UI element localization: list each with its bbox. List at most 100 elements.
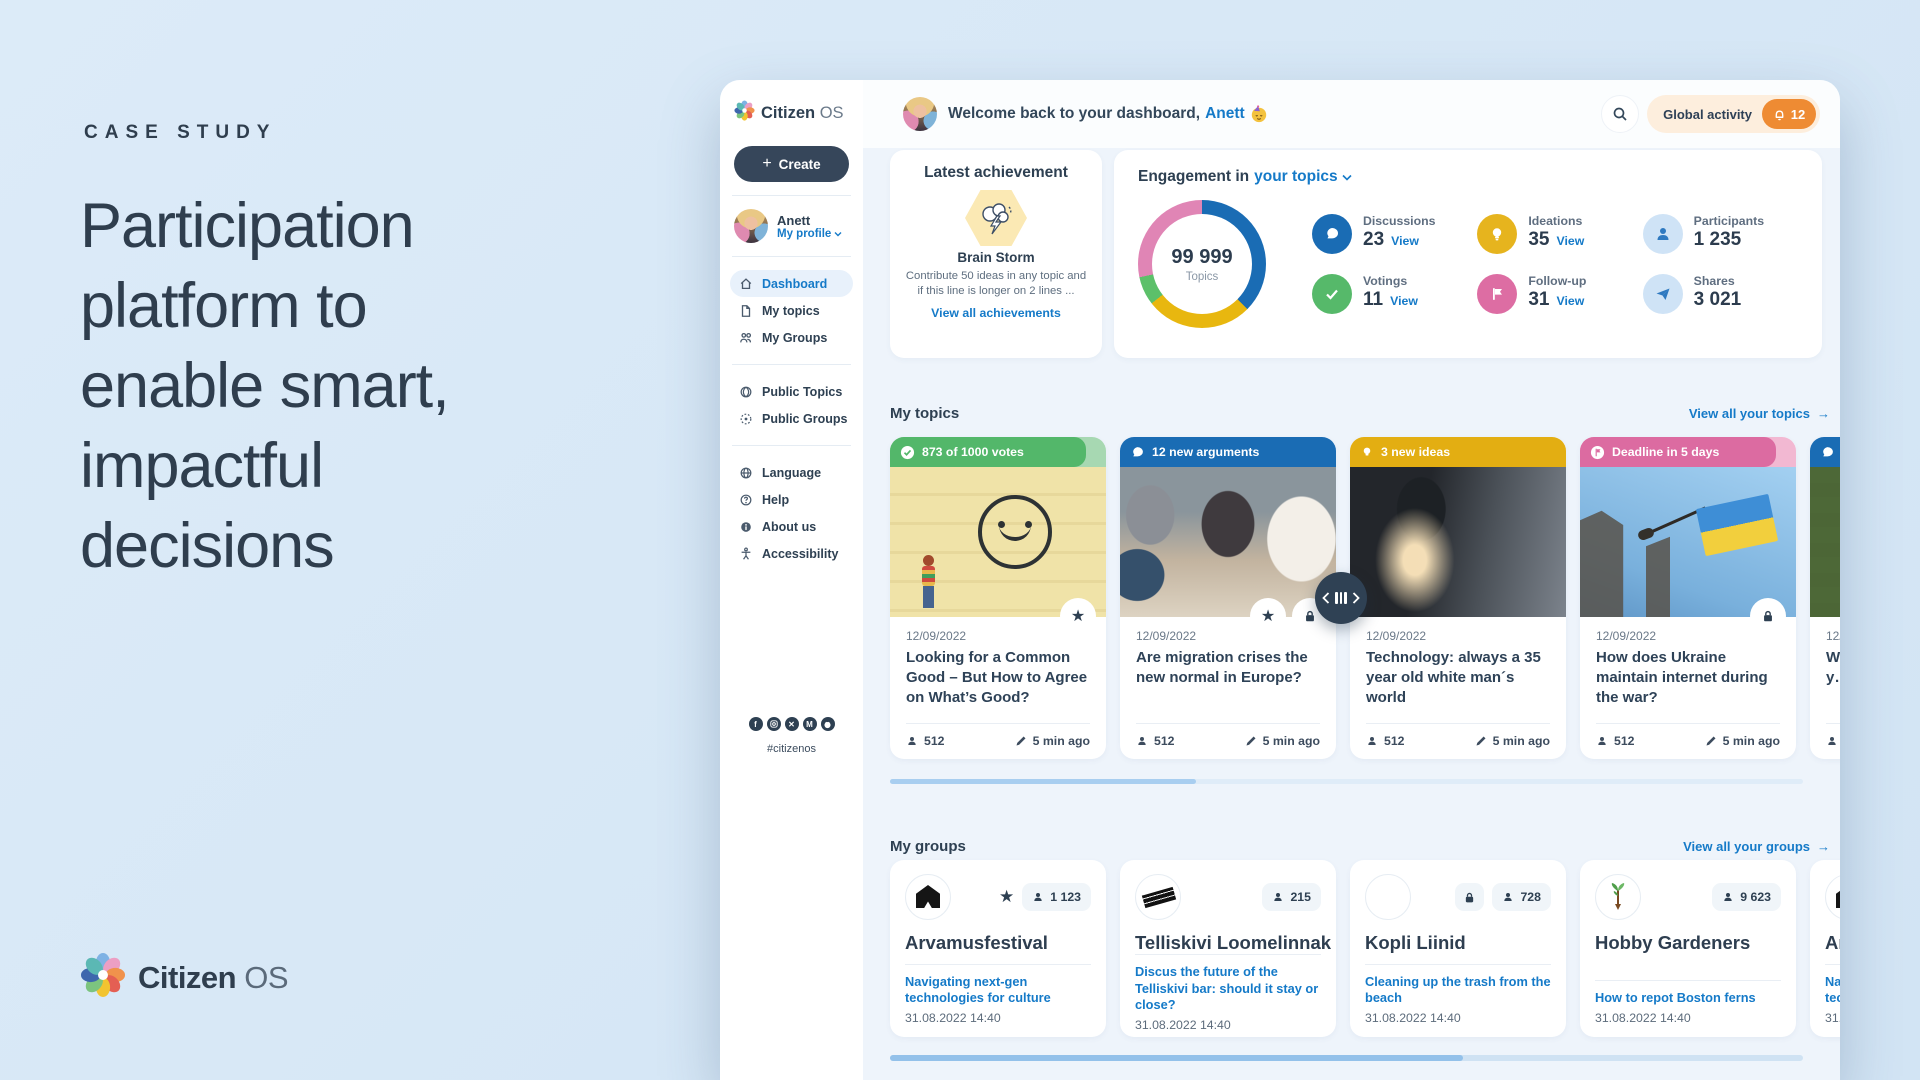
topics-scrollbar-thumb[interactable]	[890, 779, 1196, 784]
topic-status-badge: Deadline in 5 days	[1612, 445, 1720, 459]
sidebar-item-accessibility[interactable]: Accessibility	[730, 540, 853, 567]
view-all-achievements-link[interactable]: View all achievements	[931, 305, 1061, 320]
sidebar-item-language[interactable]: Language	[730, 459, 853, 486]
language-icon	[740, 467, 752, 478]
citizenos-flower-icon	[80, 952, 126, 1003]
group-topic-link[interactable]: Discus the future of the Telliskivi bar:…	[1135, 964, 1319, 1013]
divider	[732, 364, 851, 365]
medium-icon[interactable]: M	[802, 717, 817, 731]
brand-name: Citizen	[138, 959, 237, 995]
topic-edited: 5 min ago	[1262, 734, 1320, 748]
topic-status-badge: 873 of 1000 votes	[922, 445, 1024, 459]
chevron-left-icon[interactable]	[1322, 592, 1330, 604]
favorite-star-badge[interactable]: ★	[1250, 598, 1286, 634]
topic-status-badge: 3 new ideas	[1381, 445, 1451, 459]
group-topic-link[interactable]: Navigating next-gen technologies for cul…	[1825, 973, 1840, 1006]
sidebar-item-about-us[interactable]: About us	[730, 513, 853, 540]
sidebar-item-my-topics[interactable]: My topics	[730, 297, 853, 324]
topic-card[interactable]: 3 new ideas 12/09/2022 Technology: alway…	[1350, 437, 1566, 759]
pencil-icon	[1706, 736, 1716, 746]
global-activity-button[interactable]: Global activity 12	[1647, 95, 1820, 133]
chat-icon	[1823, 446, 1833, 456]
group-card[interactable]: 9 623 Hobby Gardeners How to repot Bosto…	[1580, 860, 1796, 1037]
bell-icon	[1775, 110, 1784, 121]
topic-image	[1580, 467, 1796, 617]
topics-total: 99 999	[1171, 245, 1233, 268]
stat-votings: Votings 11 View	[1312, 274, 1467, 314]
sidebar-logo[interactable]: Citizen OS	[734, 100, 849, 126]
bulb-icon	[1477, 214, 1518, 254]
sidebar-item-public-groups[interactable]: Public Groups	[730, 405, 853, 432]
topic-card[interactable]: 12 new arguments ★ 12/09/2022 Are migrat…	[1120, 437, 1336, 759]
members-count-badge: 215	[1262, 883, 1321, 911]
carousel-bars-icon	[1335, 592, 1347, 604]
brand-suffix: OS	[244, 959, 289, 995]
my-groups-heading: My groups	[890, 838, 966, 855]
search-button[interactable]	[1601, 95, 1640, 133]
sidebar-item-my-groups[interactable]: My Groups	[730, 324, 853, 351]
topics-carousel: 873 of 1000 votes ★ 12/09/2022 Looking f…	[890, 437, 1840, 759]
topic-members: 512	[924, 734, 945, 748]
dashboard-screenshot: Citizen OS + Create Anett My profile	[720, 80, 1840, 1080]
avatar	[734, 209, 768, 243]
my-profile-link[interactable]: My profile	[777, 228, 842, 240]
topbar: Welcome back to your dashboard, Anett Gl…	[863, 80, 1840, 148]
group-topic-link[interactable]: Cleaning up the trash from the beach	[1365, 973, 1551, 1006]
groups-scrollbar-thumb[interactable]	[890, 1055, 1463, 1061]
headline-line: enable smart,	[80, 351, 450, 421]
group-card[interactable]: ★ 1 123 Arvamusfestival Navigating next-…	[890, 860, 1106, 1037]
topic-title: W… y…	[1826, 649, 1840, 686]
x-icon[interactable]: ✕	[784, 717, 799, 731]
pencil-icon	[1016, 736, 1026, 746]
view-link[interactable]: View	[1556, 294, 1585, 308]
topic-image	[1810, 467, 1840, 617]
sidebar-item-dashboard[interactable]: Dashboard	[730, 270, 853, 297]
favorite-star-icon[interactable]: ★	[998, 887, 1015, 906]
chevron-right-icon[interactable]	[1352, 592, 1360, 604]
group-name: Arvamusfestival	[1825, 932, 1840, 953]
carousel-nav-button[interactable]	[1315, 572, 1367, 624]
group-card[interactable]: 215 Telliskivi Loomelinnak Discus the fu…	[1120, 860, 1336, 1037]
search-icon	[1613, 107, 1627, 121]
topic-title: How does Ukraine maintain internet durin…	[1596, 649, 1768, 706]
welcome-user-link[interactable]: Anett	[1205, 105, 1245, 122]
divider	[1595, 980, 1781, 982]
view-link[interactable]: View	[1556, 234, 1585, 248]
groups-carousel: ★ 1 123 Arvamusfestival Navigating next-…	[890, 860, 1840, 1037]
view-link[interactable]: View	[1390, 294, 1418, 308]
sidebar-item-public-topics[interactable]: Public Topics	[730, 378, 853, 405]
create-button[interactable]: + Create	[734, 146, 849, 182]
headline-line: impactful	[80, 431, 324, 501]
group-topic-link[interactable]: How to repot Boston ferns	[1595, 990, 1756, 1006]
group-card[interactable]: 728 Kopli Liinid Cleaning up the trash f…	[1350, 860, 1566, 1037]
group-logo	[1135, 874, 1181, 920]
topics-donut-chart: 99 999 Topics	[1138, 200, 1266, 328]
group-topic-link[interactable]: Navigating next-gen technologies for cul…	[905, 973, 1051, 1006]
group-card[interactable]: Arvamusfestival Navigating next-gen tech…	[1810, 860, 1840, 1037]
facebook-icon[interactable]: f	[748, 717, 763, 731]
profile-menu[interactable]: Anett My profile	[734, 209, 849, 243]
your-topics-dropdown[interactable]: your topics	[1254, 168, 1352, 186]
stat-follow-up: Follow-up 31 View	[1477, 274, 1632, 314]
instagram-icon[interactable]	[766, 717, 781, 731]
view-all-topics-link[interactable]: View all your topics →	[1688, 406, 1830, 421]
citizenos-logo: Citizen OS	[80, 952, 289, 1003]
github-icon[interactable]	[820, 717, 835, 731]
group-date: 31.08.2022 14:40	[1595, 1011, 1691, 1025]
view-link[interactable]: View	[1391, 234, 1419, 248]
topic-status-badge: 12 new arguments	[1152, 445, 1260, 459]
plus-icon: +	[762, 155, 772, 172]
topic-date: 12/09/2022	[1136, 629, 1197, 643]
topic-image	[890, 467, 1106, 617]
favorite-star-badge[interactable]: ★	[1060, 598, 1096, 634]
topic-date: 12/09/2022	[906, 629, 967, 643]
topic-card[interactable]: 12/09/2022 W… y… 512 5 min ago	[1810, 437, 1840, 759]
topic-card[interactable]: 873 of 1000 votes ★ 12/09/2022 Looking f…	[890, 437, 1106, 759]
sidebar-item-help[interactable]: Help	[730, 486, 853, 513]
members-icon	[1138, 737, 1146, 745]
avatar[interactable]	[903, 97, 937, 131]
topic-card[interactable]: Deadline in 5 days 12/09/2022 How does U…	[1580, 437, 1796, 759]
view-all-groups-link[interactable]: View all your groups →	[1683, 839, 1830, 854]
pencil-icon	[1476, 736, 1486, 746]
